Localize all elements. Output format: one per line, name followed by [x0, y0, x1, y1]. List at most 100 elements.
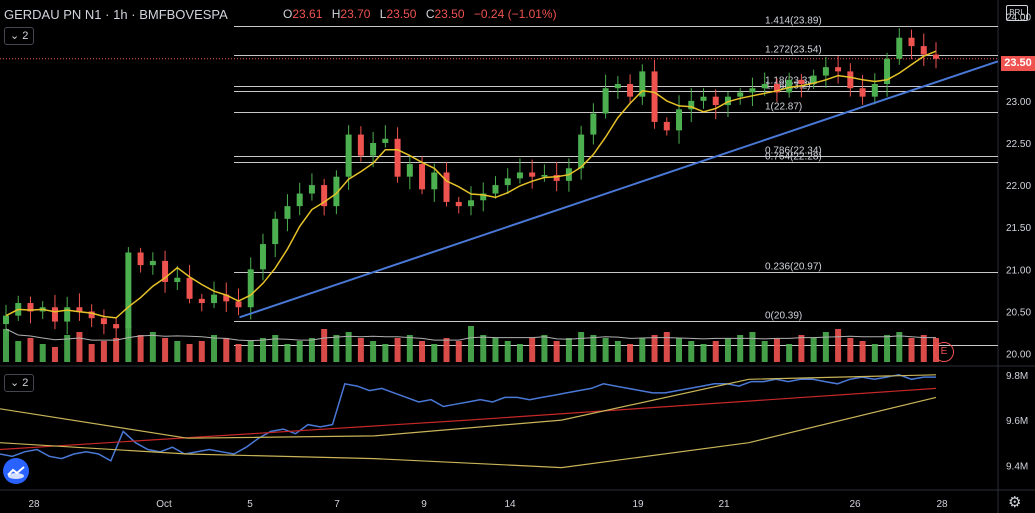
- indicator-line-mid: [0, 387, 937, 451]
- candle-body: [627, 84, 634, 97]
- volume-bar: [137, 335, 144, 362]
- volume-bar: [88, 344, 95, 362]
- candle-body: [700, 96, 707, 101]
- price-tick-label: 20.00: [1006, 350, 1031, 361]
- gear-icon[interactable]: ⚙: [1008, 494, 1022, 511]
- volume-bar: [321, 329, 328, 362]
- earnings-badge[interactable]: E: [934, 342, 954, 362]
- candle-body: [186, 277, 193, 299]
- volume-bar: [810, 338, 817, 362]
- indicator-tick-label: 9.8M: [1006, 371, 1028, 382]
- volume-bar: [419, 341, 426, 362]
- volume-bar: [345, 332, 352, 362]
- candle-body: [504, 178, 511, 186]
- candle-body: [541, 174, 548, 177]
- volume-bar: [15, 341, 22, 362]
- candle-body: [3, 315, 9, 325]
- candle-body: [908, 37, 915, 47]
- volume-bar: [186, 344, 193, 362]
- volume-bar: [27, 338, 34, 362]
- time-tick-label: Oct: [156, 499, 172, 510]
- volume-bar: [76, 332, 83, 362]
- candle-body: [835, 67, 842, 72]
- fib-level-label: 1(22.87): [765, 102, 802, 113]
- volume-bar: [786, 344, 793, 362]
- candle-body: [884, 58, 891, 85]
- time-tick-label: 19: [632, 499, 644, 510]
- volume-bar: [296, 341, 303, 362]
- volume-bar: [370, 341, 377, 362]
- time-tick-label: 7: [334, 499, 340, 510]
- candle-body: [553, 174, 560, 181]
- candle-body: [27, 303, 34, 312]
- candle-body: [871, 84, 878, 97]
- candle-body: [308, 185, 315, 194]
- time-tick-label: 5: [247, 499, 253, 510]
- close-label: C: [425, 7, 435, 21]
- volume-bar: [394, 338, 401, 362]
- candle-body: [920, 46, 927, 55]
- volume-bar: [64, 335, 71, 362]
- volume-bar: [272, 335, 279, 362]
- fib-level-label: 1.414(23.89): [765, 16, 822, 27]
- candle-body: [125, 252, 132, 329]
- indicator-collapse-button[interactable]: ⌄ 2: [4, 374, 35, 392]
- symbol-header[interactable]: GERDAU PN N1 · 1h · BMFBOVESPA: [4, 7, 228, 22]
- fib-level-label: 0.236(20.97): [765, 262, 822, 273]
- candle-body: [162, 260, 169, 282]
- volume-bar: [553, 341, 560, 362]
- candle-body: [443, 172, 450, 202]
- candle-body: [737, 92, 744, 97]
- volume-bar: [39, 344, 46, 362]
- candle-body: [798, 79, 805, 85]
- indicator-line-band-upper: [0, 374, 937, 439]
- candle-body: [357, 134, 364, 156]
- cloud-icon: [7, 466, 25, 479]
- separator: ·: [131, 7, 136, 22]
- volume-bar: [700, 344, 707, 362]
- candle-body: [284, 206, 291, 219]
- volume-bar: [443, 338, 450, 362]
- symbol-name[interactable]: GERDAU PN N1: [4, 7, 102, 22]
- volume-bar: [590, 335, 597, 362]
- volume-bar: [516, 344, 523, 362]
- volume-bar: [125, 326, 132, 362]
- volume-bar: [651, 335, 658, 362]
- currency-badge[interactable]: BRL: [1006, 5, 1028, 21]
- candle-body: [590, 113, 597, 135]
- candle-body: [822, 67, 829, 76]
- volume-bar: [565, 338, 572, 362]
- volume-bar: [198, 341, 205, 362]
- candle-body: [174, 277, 181, 282]
- volume-bar: [920, 335, 927, 362]
- volume-bar: [406, 335, 413, 362]
- fib-level-label: 0(20.39): [765, 311, 802, 322]
- volume-bar: [504, 341, 511, 362]
- candle-body: [64, 307, 71, 322]
- candle-body: [578, 134, 585, 169]
- volume-bar: [627, 344, 634, 362]
- tradingview-logo-icon[interactable]: [3, 458, 29, 484]
- candle-body: [321, 185, 328, 207]
- volume-bar: [663, 332, 670, 362]
- candle-body: [651, 71, 658, 122]
- price-tick-label: 22.00: [1006, 181, 1031, 192]
- candle-body: [296, 193, 303, 207]
- volume-bar: [859, 341, 866, 362]
- main-collapse-button[interactable]: ⌄ 2: [4, 27, 35, 45]
- interval[interactable]: 1h: [113, 7, 128, 22]
- volume-bar: [737, 335, 744, 362]
- price-tick-label: 24.00: [1006, 13, 1031, 24]
- candle-body: [51, 307, 58, 322]
- candle-body: [223, 294, 230, 302]
- moving-average-line: [5, 50, 937, 319]
- volume-bar: [712, 341, 719, 362]
- candle-body: [259, 244, 266, 270]
- volume-bar: [259, 338, 266, 362]
- price-tick-label: 21.50: [1006, 223, 1031, 234]
- volume-bar: [492, 338, 499, 362]
- candle-body: [468, 200, 474, 207]
- exchange: BMFBOVESPA: [139, 7, 228, 22]
- close-value: 23.50: [434, 7, 465, 21]
